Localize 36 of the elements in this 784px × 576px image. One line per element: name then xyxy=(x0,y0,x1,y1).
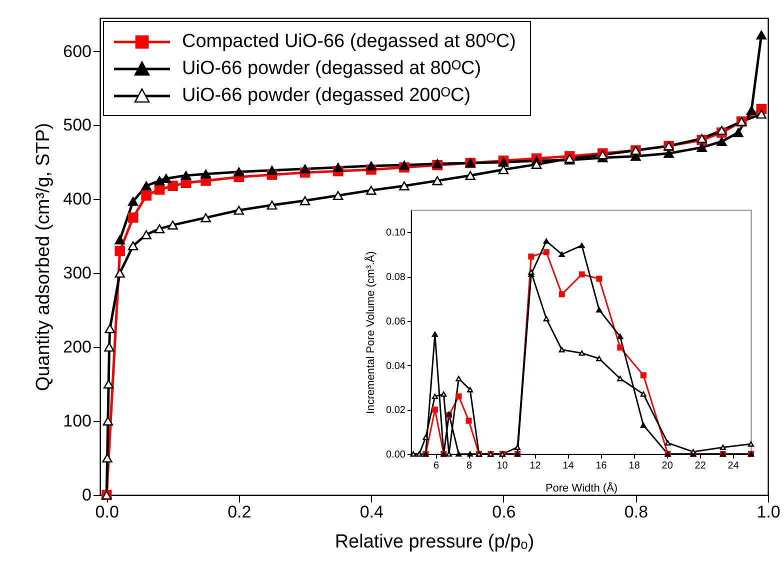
x-tick-label: 20 xyxy=(662,460,674,472)
legend-label: Compacted UiO-66 (degassed at 80ᴼC) xyxy=(182,30,516,52)
x-tick-label: 1.0 xyxy=(756,502,780,522)
y-axis-title: Incremental Pore Volume (cm³.Å) xyxy=(364,251,378,414)
y-tick-label: 0.04 xyxy=(386,360,406,372)
x-tick-label: 0.2 xyxy=(228,502,252,522)
y-tick-label: 0.10 xyxy=(386,228,406,239)
y-tick-label: 200 xyxy=(63,338,92,357)
legend-label: UiO-66 powder (degassed at 80ᴼC) xyxy=(182,58,482,80)
y-tick-label: 400 xyxy=(63,190,92,209)
y-tick-label: 0.08 xyxy=(386,272,406,284)
y-tick-label: 100 xyxy=(63,412,92,431)
y-tick-label: 0 xyxy=(82,486,92,504)
y-axis-title: Quantity adsorbed (cm³/g, STP) xyxy=(33,122,54,392)
legend-label: UiO-66 powder (degassed 200ᴼC) xyxy=(182,84,471,106)
x-tick-label: 0.6 xyxy=(492,502,516,522)
y-tick-label: 300 xyxy=(63,264,92,283)
x-tick-label: 6 xyxy=(433,460,440,472)
x-tick-label: 0.4 xyxy=(360,502,384,522)
x-tick-label: 12 xyxy=(530,460,542,472)
x-axis-title: Pore Width (Å) xyxy=(545,482,618,494)
y-tick-label: 500 xyxy=(63,116,92,135)
x-tick-label: 0.0 xyxy=(95,502,119,522)
y-tick-label: 0.02 xyxy=(386,405,406,416)
x-tick-label: 16 xyxy=(596,460,608,472)
x-tick-label: 24 xyxy=(728,460,740,472)
x-tick-label: 8 xyxy=(466,460,472,472)
y-tick-label: 0.06 xyxy=(386,316,406,328)
x-tick-label: 22 xyxy=(694,460,706,472)
x-tick-label: 0.8 xyxy=(624,502,648,522)
x-tick-label: 18 xyxy=(628,460,640,472)
x-axis-title: Relative pressure (p/pₒ) xyxy=(334,532,534,552)
y-tick-label: 0.00 xyxy=(386,450,406,460)
y-tick-label: 600 xyxy=(63,42,92,61)
x-tick-label: 10 xyxy=(496,460,508,472)
x-tick-label: 14 xyxy=(562,460,574,472)
